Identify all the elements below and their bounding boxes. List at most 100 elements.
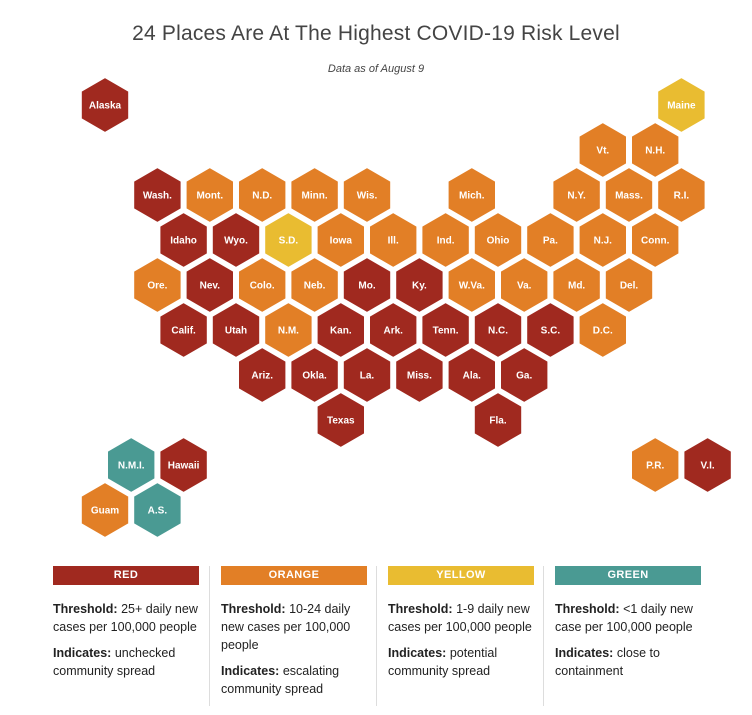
hex-tile-del: Del.: [603, 255, 655, 315]
legend-threshold-red: Threshold: 25+ daily new cases per 100,0…: [53, 600, 199, 636]
hex-label: Pa.: [543, 236, 558, 247]
hex-tile-s-d: S.D.: [263, 210, 314, 270]
legend-indicates-yellow: Indicates: potential community spread: [388, 644, 534, 680]
hex-shape: [341, 345, 393, 405]
hex-shape: [446, 255, 497, 315]
hex-label: Ohio: [487, 236, 510, 247]
hex-label: Fla.: [489, 416, 506, 427]
legend-swatch-orange: ORANGE: [221, 566, 367, 585]
legend-divider: [543, 566, 544, 706]
hex-label: Neb.: [304, 281, 326, 292]
hex-shape: [210, 300, 262, 360]
threshold-label: Threshold:: [53, 602, 118, 616]
hex-tile-mo: Mo.: [341, 255, 393, 315]
hex-tile-md: Md.: [551, 255, 602, 315]
hex-label: Kan.: [330, 326, 352, 337]
hex-tile-conn: Conn.: [630, 210, 681, 270]
legend-divider: [376, 566, 377, 706]
hex-shape: [237, 165, 288, 225]
hex-shape: [420, 210, 471, 270]
threshold-label: Threshold:: [388, 602, 453, 616]
indicates-text: close to containment: [555, 646, 660, 678]
hex-tile-v-i: V.I.: [682, 435, 733, 495]
legend-indicates-orange: Indicates: escalating community spread: [221, 662, 367, 698]
hex-tile-colo: Colo.: [237, 255, 288, 315]
hex-shape: [446, 165, 497, 225]
hex-label: N.C.: [488, 326, 508, 337]
hex-label: V.I.: [701, 461, 715, 472]
legend-threshold-orange: Threshold: 10-24 daily new cases per 100…: [221, 600, 367, 654]
hex-label: R.I.: [674, 191, 690, 202]
hex-tile-vt: Vt.: [577, 120, 628, 180]
hex-tile-a-s: A.S.: [132, 480, 183, 540]
hex-tile-n-y: N.Y.: [551, 165, 602, 225]
chart-subtitle: Data as of August 9: [327, 63, 425, 75]
hex-label: Alaska: [89, 101, 122, 112]
hex-tile-miss: Miss.: [394, 345, 445, 405]
hex-shape: [132, 480, 183, 540]
chart-title: 24 Places Are At The Highest COVID-19 Ri…: [132, 22, 620, 45]
indicates-label: Indicates:: [221, 664, 280, 678]
hex-shape: [289, 255, 340, 315]
hex-tile-nev: Nev.: [184, 255, 235, 315]
hex-tile-va: Va.: [499, 255, 550, 315]
hex-shape: [525, 300, 576, 360]
hex-tile-r-i: R.I.: [656, 165, 707, 225]
hex-shape: [420, 300, 471, 360]
hex-shape: [79, 480, 131, 540]
hex-shape: [237, 255, 288, 315]
hex-shape: [577, 300, 628, 360]
hex-tile-neb: Neb.: [289, 255, 340, 315]
hex-tile-wis: Wis.: [341, 165, 393, 225]
hex-shape: [368, 300, 419, 360]
hex-label: Guam: [91, 506, 119, 517]
hex-shape: [577, 210, 628, 270]
hex-shape: [630, 210, 681, 270]
hex-label: Ariz.: [251, 371, 273, 382]
hex-tile-wyo: Wyo.: [210, 210, 262, 270]
hex-label: D.C.: [593, 326, 613, 337]
hex-label: Md.: [568, 281, 585, 292]
hex-tile-ga: Ga.: [499, 345, 550, 405]
hex-shape: [289, 345, 340, 405]
legend-swatch-yellow: YELLOW: [388, 566, 534, 585]
hex-label: Idaho: [170, 236, 197, 247]
hex-tile-utah: Utah: [210, 300, 262, 360]
hex-label: Hawaii: [168, 461, 200, 472]
hex-label: Maine: [667, 101, 696, 112]
hex-label: Wis.: [357, 191, 378, 202]
hex-shape: [315, 390, 366, 450]
hex-tile-la: La.: [341, 345, 393, 405]
hex-shape: [394, 345, 445, 405]
hex-label: Minn.: [302, 191, 328, 202]
hex-tile-w-va: W.Va.: [446, 255, 497, 315]
hex-shape: [630, 120, 681, 180]
threshold-label: Threshold:: [555, 602, 620, 616]
hex-shape: [499, 255, 550, 315]
hex-shape: [184, 255, 235, 315]
hex-tile-ind: Ind.: [420, 210, 471, 270]
hex-label: Mich.: [459, 191, 485, 202]
hex-tile-ky: Ky.: [394, 255, 445, 315]
legend-threshold-green: Threshold: <1 daily new case per 100,000…: [555, 600, 701, 636]
hex-shape: [263, 300, 314, 360]
hex-label: P.R.: [646, 461, 664, 472]
hex-label: Okla.: [302, 371, 327, 382]
hex-tile-tenn: Tenn.: [420, 300, 471, 360]
hex-tile-n-m-i: N.M.I.: [106, 435, 157, 495]
indicates-text: unchecked community spread: [53, 646, 176, 678]
hex-label: Conn.: [641, 236, 670, 247]
hex-shape: [132, 255, 183, 315]
hex-label: N.H.: [645, 146, 665, 157]
hex-tile-ohio: Ohio: [472, 210, 524, 270]
legend-item-orange: ORANGE Threshold: 10-24 daily new cases …: [221, 566, 367, 698]
hex-label: Iowa: [330, 236, 353, 247]
hex-label: Tenn.: [433, 326, 459, 337]
hex-tile-pa: Pa.: [525, 210, 576, 270]
hex-label: N.Y.: [567, 191, 586, 202]
hex-label: Vt.: [596, 146, 609, 157]
hex-tile-alaska: Alaska: [79, 75, 131, 135]
hex-tile-okla: Okla.: [289, 345, 340, 405]
threshold-text: 25+ daily new cases per 100,000 people: [53, 602, 198, 634]
hex-label: Texas: [327, 416, 355, 427]
